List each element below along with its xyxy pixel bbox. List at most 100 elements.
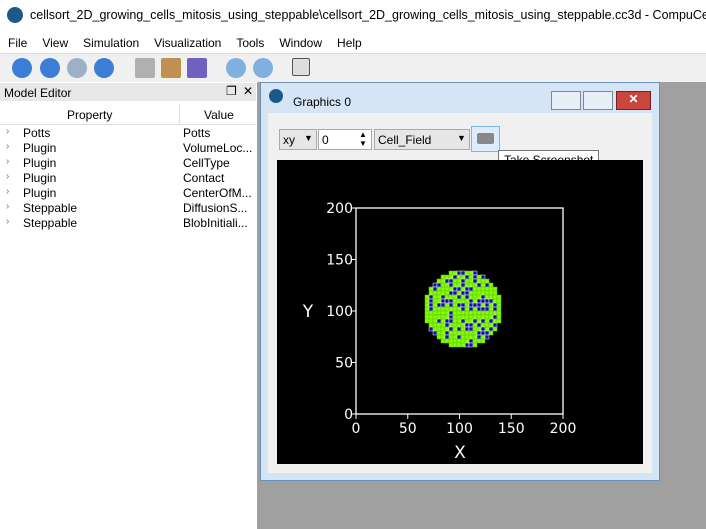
cell-pixel [432, 310, 438, 316]
cell-pixel [440, 338, 446, 344]
cell-pixel [472, 302, 478, 308]
expand-arrow[interactable]: › [6, 126, 10, 137]
property-value: Potts [183, 126, 211, 140]
field-combo[interactable]: Cell_Field ▼ [374, 129, 470, 150]
x-tick-label: 100 [446, 421, 473, 437]
cell-pixel [432, 302, 438, 308]
tree-row: › Plugin Contact [0, 171, 255, 186]
cell-pixel [452, 270, 458, 276]
y-tick-label: 100 [326, 304, 353, 320]
close-button[interactable]: ✕ [616, 91, 651, 110]
cell-pixel [424, 294, 430, 300]
tree-row: › Plugin CenterOfM... [0, 186, 255, 201]
step-button[interactable] [40, 58, 60, 78]
edit-button[interactable] [187, 58, 207, 78]
cell-pixel [444, 290, 450, 296]
menu-item[interactable]: File [8, 36, 28, 50]
cell-pixel [444, 326, 450, 332]
run-button[interactable] [12, 58, 32, 78]
cell-pixel [484, 306, 490, 312]
property-name: Plugin [23, 156, 57, 170]
minimize-button[interactable] [551, 91, 581, 110]
cell-pixel [444, 318, 450, 324]
tree-row: › Plugin CellType [0, 156, 255, 171]
cell-pixel [468, 330, 474, 336]
plane-combo[interactable]: xy ▼ [279, 129, 317, 150]
cell-pixel [452, 298, 458, 304]
tree-row: › Steppable DiffusionS... [0, 201, 255, 216]
stop-button[interactable] [94, 58, 114, 78]
cell-pixel [460, 330, 466, 336]
cell-pixel [472, 274, 478, 280]
cell-pixel [448, 322, 454, 328]
cell-pixel [460, 310, 466, 316]
expand-arrow[interactable]: › [6, 201, 10, 212]
menu-item[interactable]: Window [279, 36, 323, 50]
cell-pixel [452, 306, 458, 312]
cell-pixel [440, 322, 446, 328]
cell-pixel [488, 302, 494, 308]
cell-pixel [428, 326, 434, 332]
property-value: Contact [183, 171, 225, 185]
open-button[interactable] [135, 58, 155, 78]
cell-pixel [488, 330, 494, 336]
zoom-in-button[interactable] [226, 58, 246, 78]
cell-pixel [484, 330, 490, 336]
pause-button[interactable] [67, 58, 87, 78]
maximize-button[interactable] [583, 91, 613, 110]
menu-item[interactable]: Help [337, 36, 362, 50]
zoom-out-button[interactable] [253, 58, 273, 78]
float-button[interactable]: ❐ [226, 84, 237, 98]
cell-pixel [464, 310, 470, 316]
expand-arrow[interactable]: › [6, 156, 10, 167]
cell-pixel [472, 278, 478, 284]
cell-pixel [476, 294, 482, 300]
cell-pixel [484, 290, 490, 296]
cell-pixel [468, 314, 474, 320]
cell-pixel [460, 278, 466, 284]
tools-button[interactable] [161, 58, 181, 78]
close-button[interactable]: ✕ [243, 84, 254, 98]
expand-arrow[interactable]: › [6, 171, 10, 182]
cell-pixel [444, 306, 450, 312]
cell-pixel [456, 294, 462, 300]
cell-pixel [496, 306, 502, 312]
menu-item[interactable]: Visualization [154, 36, 222, 50]
cell-pixel [464, 326, 470, 332]
cell-pixel [440, 294, 446, 300]
cell-pixel [476, 318, 482, 324]
property-value: DiffusionS... [183, 201, 248, 215]
cell-pixel [424, 314, 430, 320]
expand-arrow[interactable]: › [6, 216, 10, 227]
slice-spinbox[interactable]: 0 ▲ ▼ [318, 129, 372, 150]
cell-pixel [440, 298, 446, 304]
menu-item[interactable]: View [42, 36, 69, 50]
property-value: CenterOfM... [183, 186, 252, 200]
new-window-button[interactable] [292, 58, 310, 76]
property-value: CellType [183, 156, 230, 170]
cell-pixel [472, 314, 478, 320]
menu-item[interactable]: Simulation [83, 36, 140, 50]
cell-pixel [424, 310, 430, 316]
cell-pixel [488, 282, 494, 288]
cell-pixel [436, 334, 442, 340]
screenshot-button[interactable] [471, 126, 500, 152]
x-tick-label: 50 [399, 421, 417, 437]
cell-pixel [452, 342, 458, 348]
cell-pixel [460, 334, 466, 340]
cell-pixel [464, 298, 470, 304]
cell-pixel [492, 302, 498, 308]
cell-pixel [496, 318, 502, 324]
cell-pixel [456, 298, 462, 304]
cell-pixel [480, 326, 486, 332]
cell-pixel [472, 306, 478, 312]
cell-pixel [496, 310, 502, 316]
cell-pixel [448, 302, 454, 308]
tree-row: › Potts Potts [0, 126, 255, 141]
cell-pixel [448, 290, 454, 296]
expand-arrow[interactable]: › [6, 186, 10, 197]
expand-arrow[interactable]: › [6, 141, 10, 152]
menu-item[interactable]: Tools [236, 36, 265, 50]
cell-pixel [472, 270, 478, 276]
cell-pixel [480, 338, 486, 344]
